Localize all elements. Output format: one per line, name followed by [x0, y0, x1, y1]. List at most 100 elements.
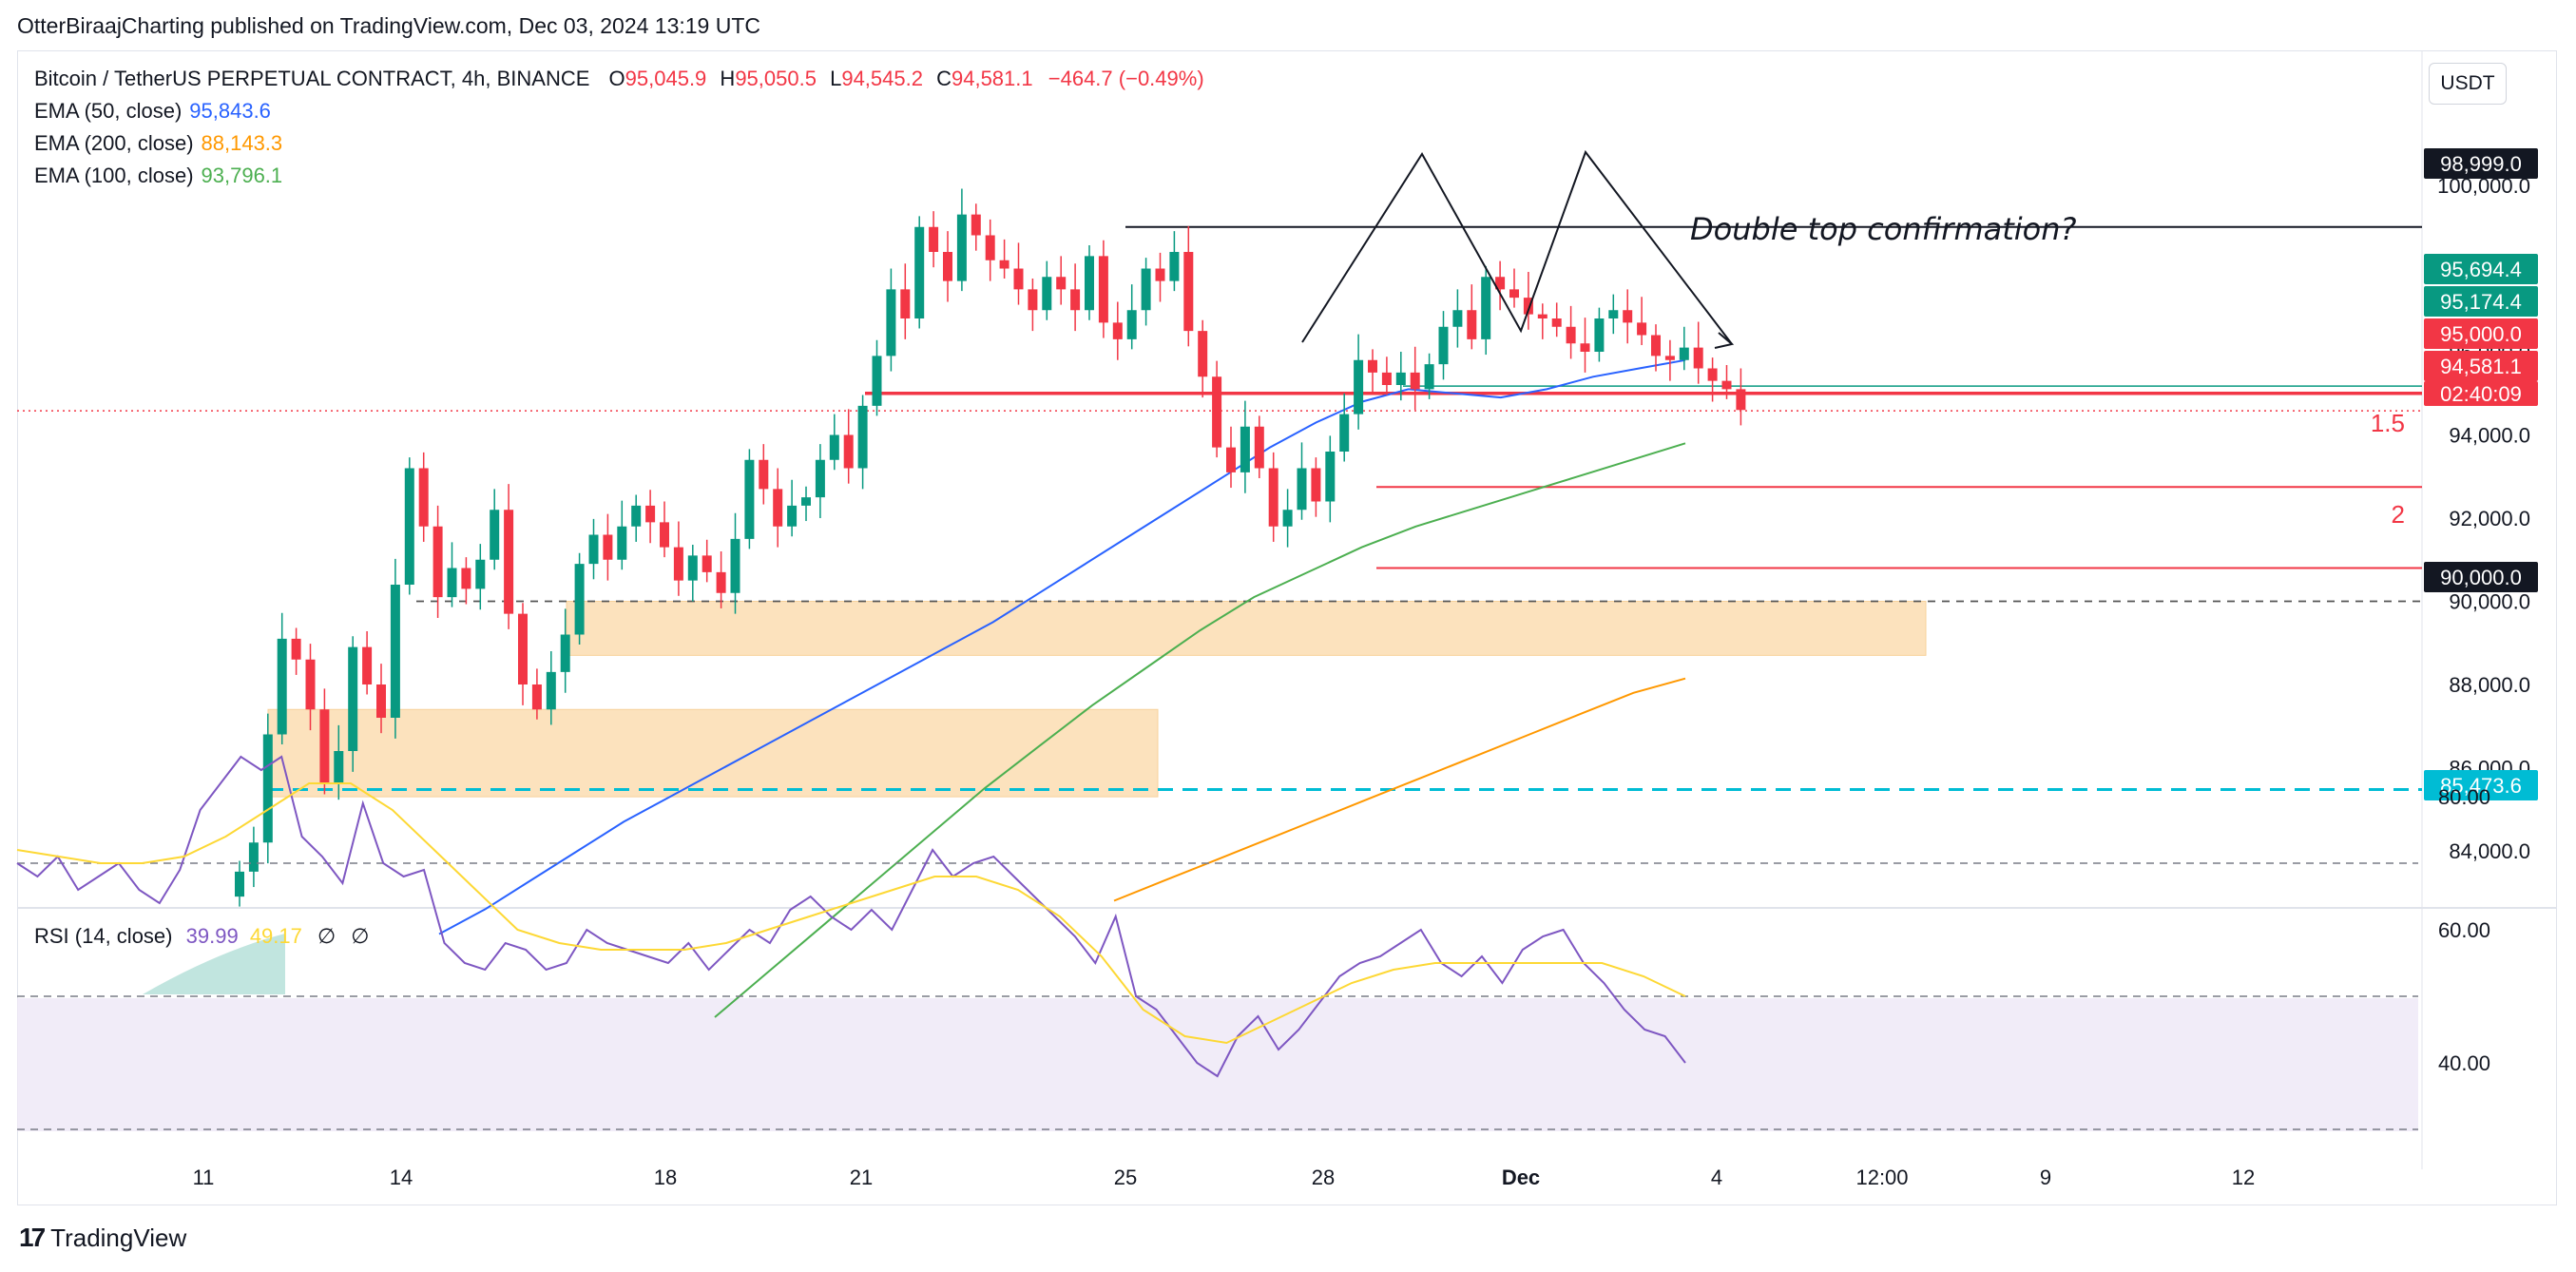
- candle-body: [334, 751, 344, 784]
- time-axis-tick: 25: [1114, 1166, 1137, 1189]
- candle-body: [447, 568, 457, 598]
- candle-body: [660, 522, 669, 548]
- candle-body: [235, 871, 244, 897]
- candle-body: [1013, 268, 1024, 290]
- rsi-band: [17, 998, 2418, 1131]
- time-axis-tick: 12: [2232, 1166, 2255, 1189]
- ohlc-high-label: H: [720, 67, 736, 90]
- candle-body: [603, 534, 613, 560]
- price-axis-tick: 94,000.0: [2449, 424, 2530, 448]
- candle-body: [1509, 289, 1519, 299]
- price-axis-tick: 90,000.0: [2449, 590, 2530, 614]
- time-axis-tick: Dec: [1502, 1166, 1540, 1189]
- candle-body: [687, 555, 698, 581]
- rsi-overbought-fill: [143, 934, 285, 994]
- publisher-line: OtterBiraajCharting published on Trading…: [17, 13, 761, 38]
- candle-body: [999, 260, 1009, 269]
- candle-body: [1254, 426, 1264, 469]
- rsi-ma-value: 49.17: [249, 924, 302, 948]
- ohlc-open-label: O: [608, 67, 625, 90]
- candle-body: [560, 634, 570, 672]
- price-label-text: 98,999.0: [2440, 152, 2522, 176]
- double-top-pattern: [1301, 149, 1733, 345]
- candle-body: [376, 684, 386, 718]
- candle-body: [1112, 322, 1123, 339]
- fib-2-label: 2: [2392, 500, 2405, 529]
- candle-body: [1637, 322, 1647, 336]
- price-label-box: [2424, 318, 2538, 349]
- candle-body: [1438, 326, 1449, 365]
- price-label-text: 95,174.4: [2440, 290, 2522, 314]
- candle-body: [1354, 359, 1364, 414]
- candle-body: [504, 510, 514, 614]
- ohlc-low-label: L: [830, 67, 842, 90]
- candle-body: [1679, 347, 1689, 360]
- candle-body: [348, 646, 358, 751]
- ohlc-open-value: 95,045.9: [625, 67, 707, 90]
- candle-body: [1721, 380, 1732, 390]
- candle-body: [1169, 252, 1180, 281]
- price-label-text: 85,473.6: [2440, 774, 2522, 798]
- time-axis-tick: 14: [390, 1166, 413, 1189]
- ohlc-close-label: C: [936, 67, 952, 90]
- tradingview-brand[interactable]: 17 TradingView: [19, 1223, 186, 1253]
- rsi-line: [16, 755, 1686, 1078]
- candle-body: [404, 468, 414, 585]
- rsi-axis-tick: 60.00: [2438, 918, 2490, 942]
- fib-1.5-label: 1.5: [2371, 409, 2405, 437]
- ohlc-low-value: 94,545.2: [841, 67, 923, 90]
- price-label-text: 95,694.4: [2440, 258, 2522, 281]
- candle-body: [277, 638, 287, 735]
- candle-body: [1282, 510, 1293, 527]
- legend-ema100-row[interactable]: EMA (100, close) 93,796.1: [34, 164, 282, 188]
- zone-lower: [267, 708, 1159, 798]
- candle-body: [1212, 376, 1222, 448]
- candle-body: [1523, 298, 1533, 315]
- candle-body: [1226, 447, 1236, 472]
- chart-frame: [17, 50, 2557, 1205]
- candle-body: [1085, 256, 1094, 311]
- candle-body: [702, 555, 712, 572]
- candle-body: [1551, 318, 1562, 327]
- candle-body: [1481, 277, 1491, 339]
- candle-body: [531, 684, 542, 710]
- candle-body: [1297, 468, 1307, 511]
- candle-body: [475, 559, 486, 589]
- symbol-name[interactable]: Bitcoin / TetherUS PERPETUAL CONTRACT, 4…: [34, 67, 590, 90]
- candle-body: [1381, 372, 1392, 385]
- double-top-annotation: Double top confirmation?: [1690, 211, 2077, 247]
- legend-ema200-row[interactable]: EMA (200, close) 88,143.3: [34, 131, 282, 156]
- candle-body: [1339, 414, 1350, 452]
- candle-body: [1311, 468, 1321, 502]
- arrow-head-icon: [1714, 332, 1735, 349]
- candle-body: [971, 214, 981, 236]
- price-label-box: [2424, 381, 2538, 406]
- time-axis-tick: 21: [850, 1166, 873, 1189]
- candle-body: [1126, 310, 1137, 339]
- candle-body: [390, 585, 400, 718]
- candle-body: [815, 459, 825, 498]
- time-axis-tick: 11: [193, 1166, 215, 1189]
- candle-body: [1608, 310, 1619, 318]
- candle-body: [362, 646, 373, 684]
- candle-body: [546, 671, 556, 710]
- candle-body: [773, 489, 783, 527]
- price-label-box: [2424, 286, 2538, 317]
- candle-body: [1424, 364, 1434, 390]
- candle-body: [1410, 372, 1420, 390]
- candle-body: [1580, 343, 1590, 352]
- currency-unit-button[interactable]: USDT: [2429, 63, 2507, 105]
- candle-body: [857, 405, 868, 469]
- candle-body: [631, 505, 642, 527]
- rsi-legend[interactable]: RSI (14, close) 39.99 49.17 ∅ ∅: [34, 924, 369, 949]
- rsi-ma-line: [16, 782, 1686, 1045]
- price-label-box: [2424, 562, 2538, 592]
- candle-body: [1155, 268, 1165, 281]
- candle-body: [1042, 277, 1052, 311]
- legend-ema50-row[interactable]: EMA (50, close) 95,843.6: [34, 99, 271, 124]
- candle-body: [956, 214, 967, 281]
- candle-body: [461, 568, 471, 589]
- candle-body: [1452, 310, 1463, 327]
- candle-body: [1395, 372, 1406, 385]
